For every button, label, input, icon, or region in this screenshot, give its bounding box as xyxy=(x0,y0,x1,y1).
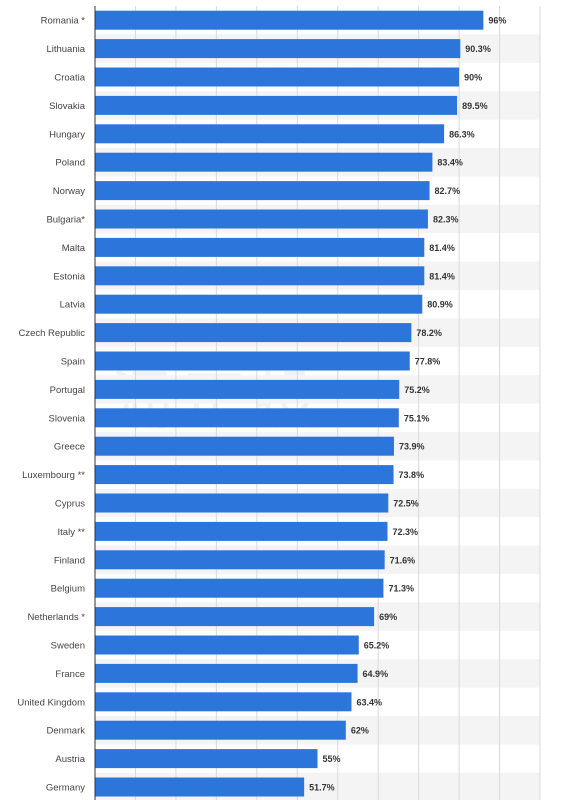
category-label: Malta xyxy=(62,243,86,254)
bar xyxy=(95,692,352,712)
bar xyxy=(95,578,384,598)
category-label: Croatia xyxy=(54,73,85,84)
category-label: Greece xyxy=(54,442,85,453)
value-label: 71.6% xyxy=(390,555,416,565)
bar xyxy=(95,607,375,627)
category-label: Bulgaria* xyxy=(46,215,85,226)
bar xyxy=(95,181,430,201)
bar xyxy=(95,550,385,570)
category-label: Lithuania xyxy=(46,44,85,55)
value-label: 83.4% xyxy=(437,158,463,168)
bar xyxy=(95,663,358,683)
value-label: 72.5% xyxy=(393,499,419,509)
category-label: Italy ** xyxy=(58,527,86,538)
value-label: 63.4% xyxy=(356,697,382,707)
value-label: 62% xyxy=(351,726,369,736)
category-label: Portugal xyxy=(50,385,85,396)
category-label: Netherlands * xyxy=(27,612,85,623)
value-label: 90.3% xyxy=(465,44,491,54)
category-label: Denmark xyxy=(46,726,85,737)
category-label: Norway xyxy=(53,186,85,197)
value-label: 75.2% xyxy=(404,385,430,395)
category-label: Slovakia xyxy=(49,101,86,112)
bar xyxy=(95,266,425,286)
bar xyxy=(95,493,389,513)
bar xyxy=(95,95,458,115)
value-labels: 96% 90.3% 90% 89.5% 86.3% 83.4% 82.7% 82.3% 81.4… xyxy=(309,16,506,793)
value-label: 90% xyxy=(464,73,482,83)
category-label: United Kingdom xyxy=(17,697,85,708)
bar xyxy=(95,635,359,655)
value-label: 65.2% xyxy=(364,641,390,651)
category-label: Czech Republic xyxy=(18,328,85,339)
value-label: 73.8% xyxy=(399,470,425,480)
bar xyxy=(95,124,445,144)
value-label: 81.4% xyxy=(429,243,455,253)
bar xyxy=(95,152,433,172)
category-label: Sweden xyxy=(51,641,85,652)
category-label: Cyprus xyxy=(55,499,85,510)
value-label: 73.9% xyxy=(399,442,425,452)
bar xyxy=(95,749,318,769)
value-label: 89.5% xyxy=(462,101,488,111)
bar xyxy=(95,323,412,343)
bar xyxy=(95,294,423,314)
bar xyxy=(95,777,305,797)
bar xyxy=(95,10,484,30)
category-label: Germany xyxy=(46,783,85,794)
category-label: Austria xyxy=(55,754,85,765)
value-label: 78.2% xyxy=(416,328,442,338)
value-label: 96% xyxy=(488,16,506,26)
value-label: 80.9% xyxy=(427,300,453,310)
value-label: 72.3% xyxy=(392,527,418,537)
category-label: Latvia xyxy=(60,300,86,311)
bar xyxy=(95,408,399,428)
bar xyxy=(95,436,394,456)
bars xyxy=(95,10,484,797)
bar xyxy=(95,67,460,87)
bar xyxy=(95,209,428,229)
value-label: 55% xyxy=(323,754,341,764)
category-label: Spain xyxy=(61,357,85,368)
value-label: 81.4% xyxy=(429,271,455,281)
value-label: 75.1% xyxy=(404,413,430,423)
value-label: 82.7% xyxy=(435,186,461,196)
value-label: 77.8% xyxy=(415,357,441,367)
bar xyxy=(95,720,346,740)
value-label: 69% xyxy=(379,612,397,622)
category-labels: Romania * Lithuania Croatia Slovakia Hungary… xyxy=(17,16,85,794)
value-label: 82.3% xyxy=(433,215,459,225)
category-label: Poland xyxy=(55,158,85,169)
bar xyxy=(95,465,394,485)
category-label: Slovenia xyxy=(49,413,86,424)
category-label: Finland xyxy=(54,555,85,566)
category-label: France xyxy=(55,669,85,680)
category-label: Hungary xyxy=(49,129,85,140)
bar xyxy=(95,351,410,371)
value-label: 86.3% xyxy=(449,129,475,139)
bar xyxy=(95,521,388,541)
bar xyxy=(95,379,400,399)
category-label: Belgium xyxy=(51,584,85,595)
value-label: 64.9% xyxy=(363,669,389,679)
category-label: Estonia xyxy=(53,271,85,282)
bar xyxy=(95,237,425,257)
category-label: Romania * xyxy=(41,16,86,27)
value-label: 51.7% xyxy=(309,783,335,793)
bar xyxy=(95,39,461,59)
category-label: Luxembourg ** xyxy=(22,470,85,481)
value-label: 71.3% xyxy=(388,584,414,594)
